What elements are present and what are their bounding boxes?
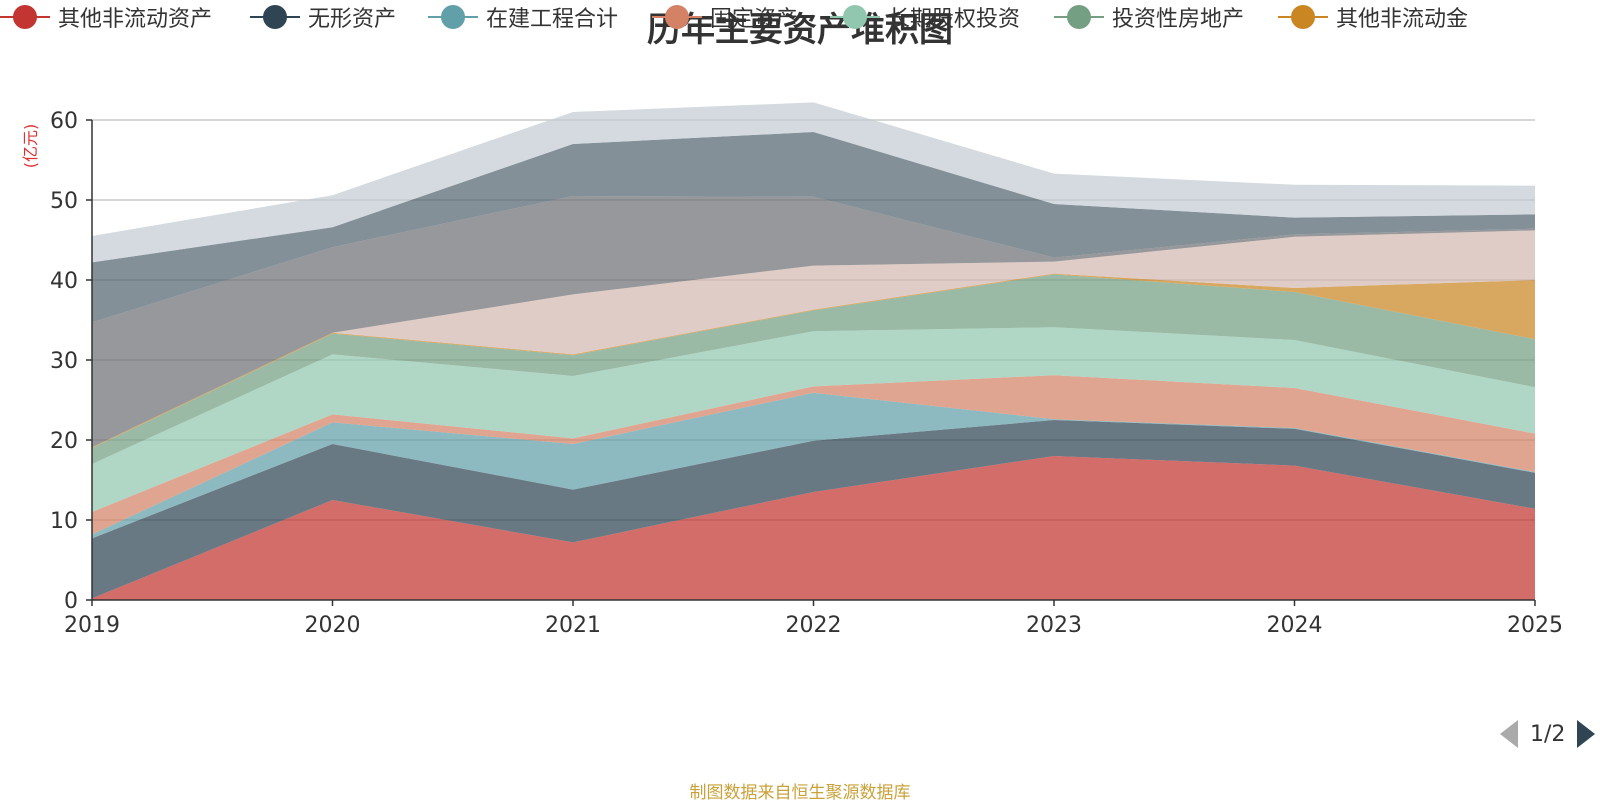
x-tick-label: 2023	[1026, 613, 1082, 638]
legend-item-7[interactable]: 其他非流动金	[1278, 0, 1468, 34]
x-tick-label: 2022	[786, 613, 842, 638]
area-series	[92, 102, 1535, 600]
legend-item-3[interactable]: 在建工程合计	[428, 0, 618, 34]
y-tick-label: 50	[50, 189, 78, 214]
legend-item-2[interactable]: 无形资产	[250, 0, 396, 34]
area-series-4	[92, 375, 1535, 535]
legend-label: 无形资产	[308, 7, 397, 32]
legend-item-1[interactable]: 其他非流动资产	[0, 0, 212, 34]
legend-label: 在建工程合计	[486, 7, 619, 32]
area-series-5	[92, 327, 1535, 512]
x-tick-label: 2024	[1267, 613, 1323, 638]
area-series-9	[92, 196, 1535, 448]
area-series-6	[92, 274, 1535, 464]
area-series-2	[92, 420, 1535, 599]
legend-marker-icon	[1054, 0, 1104, 34]
axes	[86, 119, 1536, 606]
legend-marker-icon	[830, 0, 880, 34]
legend-marker-icon	[1278, 0, 1328, 34]
data-source-note: 制图数据来自恒生聚源数据库	[689, 783, 911, 803]
tick-labels: 0 10 20 30 40 50 60 2019 2020 2021 2022 2023 2024 202…	[50, 109, 1563, 638]
y-tick-label: 30	[50, 349, 78, 374]
area-series-10	[92, 132, 1535, 323]
x-tick-label: 2019	[64, 613, 120, 638]
legend-marker-icon	[0, 0, 50, 34]
legend-marker-icon	[428, 0, 478, 34]
legend-item-4[interactable]: 固定资产	[652, 0, 798, 34]
x-tick-label: 2020	[305, 613, 361, 638]
area-series-1	[92, 456, 1535, 600]
area-series-7	[92, 273, 1535, 448]
legend-pager: 1/2	[1500, 717, 1600, 751]
y-tick-label: 60	[50, 109, 78, 134]
y-tick-label: 20	[50, 429, 78, 454]
legend-marker-icon	[652, 0, 702, 34]
legend-item-6[interactable]: 投资性房地产	[1054, 0, 1244, 34]
legend-marker-icon	[250, 0, 300, 34]
legend-label: 其他非流动资产	[58, 7, 213, 32]
y-tick-label: 0	[64, 589, 78, 614]
area-series-3	[92, 392, 1535, 539]
x-tick-label: 2021	[545, 613, 601, 638]
x-tick-label: 2025	[1507, 613, 1563, 638]
y-axis-label: (亿元)	[21, 124, 40, 169]
legend-page-indicator: 1/2	[1530, 721, 1566, 747]
legend-label: 固定资产	[710, 7, 799, 32]
legend-item-5[interactable]: 长期股权投资	[830, 0, 1020, 34]
legend-next-page-icon[interactable]	[1577, 720, 1596, 748]
legend-prev-page-icon[interactable]	[1500, 720, 1518, 748]
area-series-8	[92, 230, 1535, 448]
legend-label: 其他非流动金	[1336, 7, 1469, 32]
legend-label: 长期股权投资	[888, 7, 1021, 32]
area-series-11	[92, 102, 1535, 263]
y-tick-label: 40	[50, 269, 78, 294]
legend-label: 投资性房地产	[1112, 7, 1245, 32]
y-tick-label: 10	[50, 509, 78, 534]
